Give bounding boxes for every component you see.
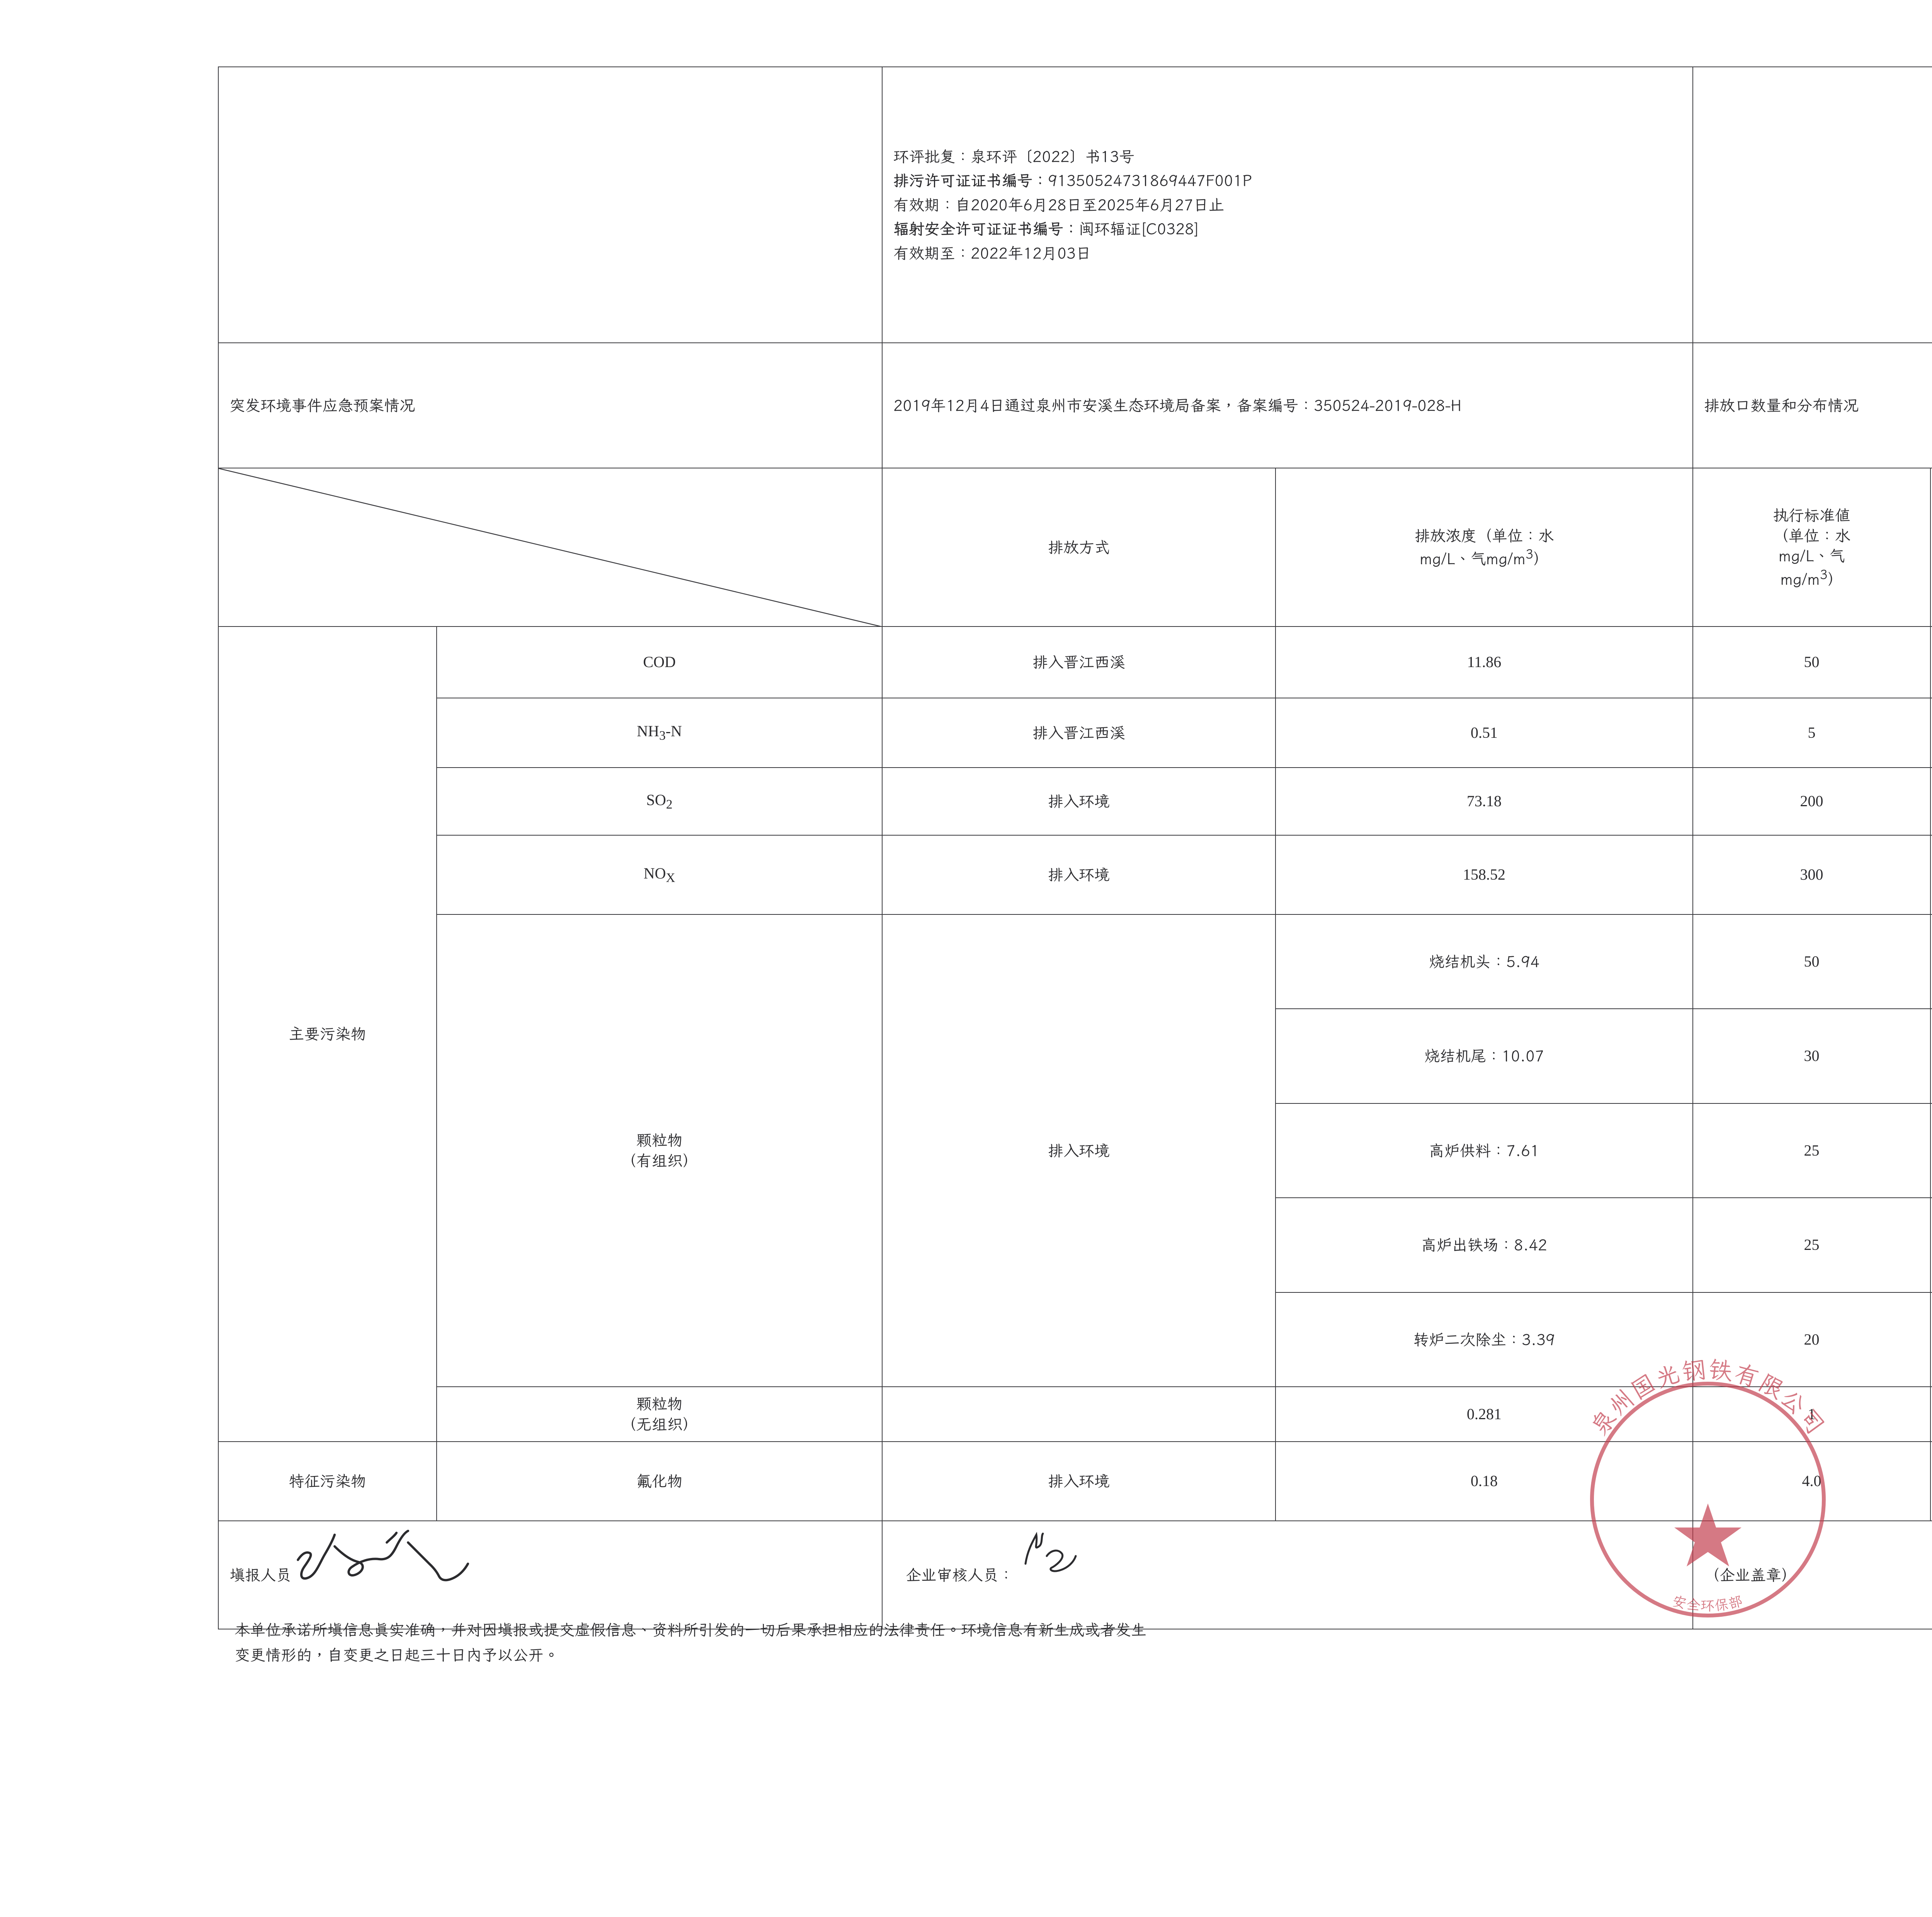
svg-text:安全环保部: 安全环保部 bbox=[1671, 1592, 1745, 1615]
svg-text:泉州国光钢铁有限公司: 泉州国光钢铁有限公司 bbox=[1583, 1353, 1833, 1441]
